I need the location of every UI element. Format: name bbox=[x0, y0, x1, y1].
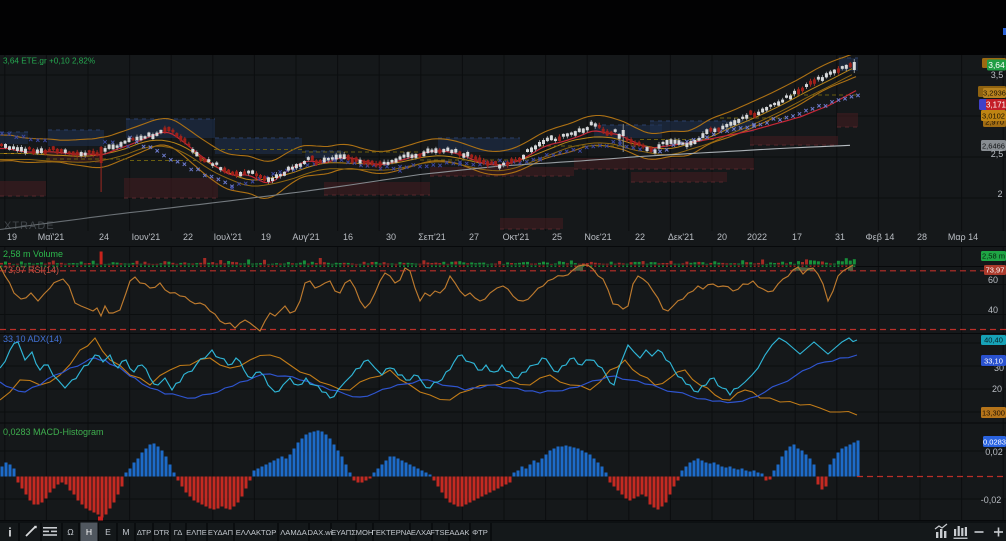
svg-text:73,97 RSI(14): 73,97 RSI(14) bbox=[3, 265, 59, 275]
svg-text:Ιουν'21: Ιουν'21 bbox=[132, 232, 161, 242]
svg-text:20: 20 bbox=[717, 232, 727, 242]
svg-text:2,58 m: 2,58 m bbox=[982, 252, 1005, 261]
svg-text:0,0283: 0,0283 bbox=[983, 438, 1006, 447]
svg-text:Μ: Μ bbox=[122, 527, 129, 537]
svg-text:Φεβ 14: Φεβ 14 bbox=[866, 232, 895, 242]
svg-text:Ιουλ'21: Ιουλ'21 bbox=[214, 232, 243, 242]
svg-text:40,40: 40,40 bbox=[984, 336, 1003, 345]
svg-text:Οκτ'21: Οκτ'21 bbox=[503, 232, 530, 242]
svg-text:3,171: 3,171 bbox=[986, 101, 1006, 110]
svg-text:Αυγ'21: Αυγ'21 bbox=[292, 232, 319, 242]
svg-text:ΕΥΔΑΠ: ΕΥΔΑΠ bbox=[208, 528, 233, 537]
svg-text:22: 22 bbox=[635, 232, 645, 242]
svg-text:2022: 2022 bbox=[747, 232, 767, 242]
svg-text:40: 40 bbox=[988, 305, 998, 315]
svg-text:25: 25 bbox=[552, 232, 562, 242]
svg-text:ΕΛΛΑΚΤΩΡ: ΕΛΛΑΚΤΩΡ bbox=[236, 528, 277, 537]
svg-text:24: 24 bbox=[99, 232, 109, 242]
svg-text:3,2936: 3,2936 bbox=[983, 89, 1006, 98]
svg-text:0,02: 0,02 bbox=[985, 447, 1003, 457]
svg-text:DTR: DTR bbox=[154, 528, 170, 537]
svg-text:3,64 ETE.gr +0,10 2,82%: 3,64 ETE.gr +0,10 2,82% bbox=[3, 57, 95, 66]
svg-text:16: 16 bbox=[343, 232, 353, 242]
svg-text:i: i bbox=[8, 528, 11, 540]
svg-text:2: 2 bbox=[997, 189, 1002, 199]
svg-text:30: 30 bbox=[386, 232, 396, 242]
svg-text:Μαρ 14: Μαρ 14 bbox=[948, 232, 978, 242]
svg-text:19: 19 bbox=[261, 232, 271, 242]
svg-text:33,10: 33,10 bbox=[984, 357, 1003, 366]
svg-text:ΑΔΑΚ: ΑΔΑΚ bbox=[449, 528, 469, 537]
svg-text:ΕΛΠΕ: ΕΛΠΕ bbox=[186, 528, 207, 537]
svg-text:27: 27 bbox=[469, 232, 479, 242]
svg-text:Σεπ'21: Σεπ'21 bbox=[418, 232, 446, 242]
svg-text:0,0283 MACD-Histogram: 0,0283 MACD-Histogram bbox=[3, 427, 104, 437]
svg-text:2,970: 2,970 bbox=[985, 118, 1004, 127]
svg-text:ΓΔ: ΓΔ bbox=[174, 528, 183, 537]
svg-text:3,5: 3,5 bbox=[991, 70, 1004, 80]
svg-text:13,300: 13,300 bbox=[982, 409, 1005, 418]
svg-text:DAX.wi: DAX.wi bbox=[308, 528, 333, 537]
svg-text:ΦΤΡ: ΦΤΡ bbox=[472, 528, 488, 537]
svg-text:2,58 m Volume: 2,58 m Volume bbox=[3, 249, 63, 259]
svg-text:3,64: 3,64 bbox=[988, 60, 1005, 70]
svg-text:Η: Η bbox=[86, 527, 92, 537]
svg-text:73,97: 73,97 bbox=[986, 266, 1005, 275]
svg-text:Ω: Ω bbox=[67, 527, 74, 537]
svg-text:3,0102: 3,0102 bbox=[982, 112, 1005, 121]
svg-text:30: 30 bbox=[994, 363, 1004, 373]
svg-text:31: 31 bbox=[835, 232, 845, 242]
svg-text:20: 20 bbox=[992, 384, 1002, 394]
svg-text:33,10 ADX(14): 33,10 ADX(14) bbox=[3, 334, 62, 344]
svg-text:Μαϊ'21: Μαϊ'21 bbox=[38, 232, 64, 242]
svg-text:28: 28 bbox=[917, 232, 927, 242]
svg-text:2,5: 2,5 bbox=[991, 149, 1004, 159]
svg-text:ΛΑΜΔΑ: ΛΑΜΔΑ bbox=[280, 528, 308, 537]
svg-text:17: 17 bbox=[792, 232, 802, 242]
svg-text:60: 60 bbox=[988, 275, 998, 285]
svg-text:-0,02: -0,02 bbox=[981, 495, 1002, 505]
svg-text:2,6466: 2,6466 bbox=[982, 142, 1005, 151]
svg-text:ΓΕΚΤΕΡΝΑ: ΓΕΚΤΕΡΝΑ bbox=[372, 528, 413, 537]
svg-text:ΔΤΡ: ΔΤΡ bbox=[137, 528, 151, 537]
svg-text:ΜΟΗ: ΜΟΗ bbox=[356, 528, 374, 537]
svg-text:ΕΥΑΠΣ: ΕΥΑΠΣ bbox=[331, 528, 356, 537]
svg-text:19: 19 bbox=[7, 232, 17, 242]
svg-text:Ε: Ε bbox=[105, 527, 111, 537]
svg-text:ΕΛΧΑ: ΕΛΧΑ bbox=[411, 528, 432, 537]
svg-text:Δεκ'21: Δεκ'21 bbox=[668, 232, 694, 242]
svg-text:22: 22 bbox=[183, 232, 193, 242]
svg-text:Νοε'21: Νοε'21 bbox=[584, 232, 611, 242]
svg-text:FTSE: FTSE bbox=[430, 528, 449, 537]
